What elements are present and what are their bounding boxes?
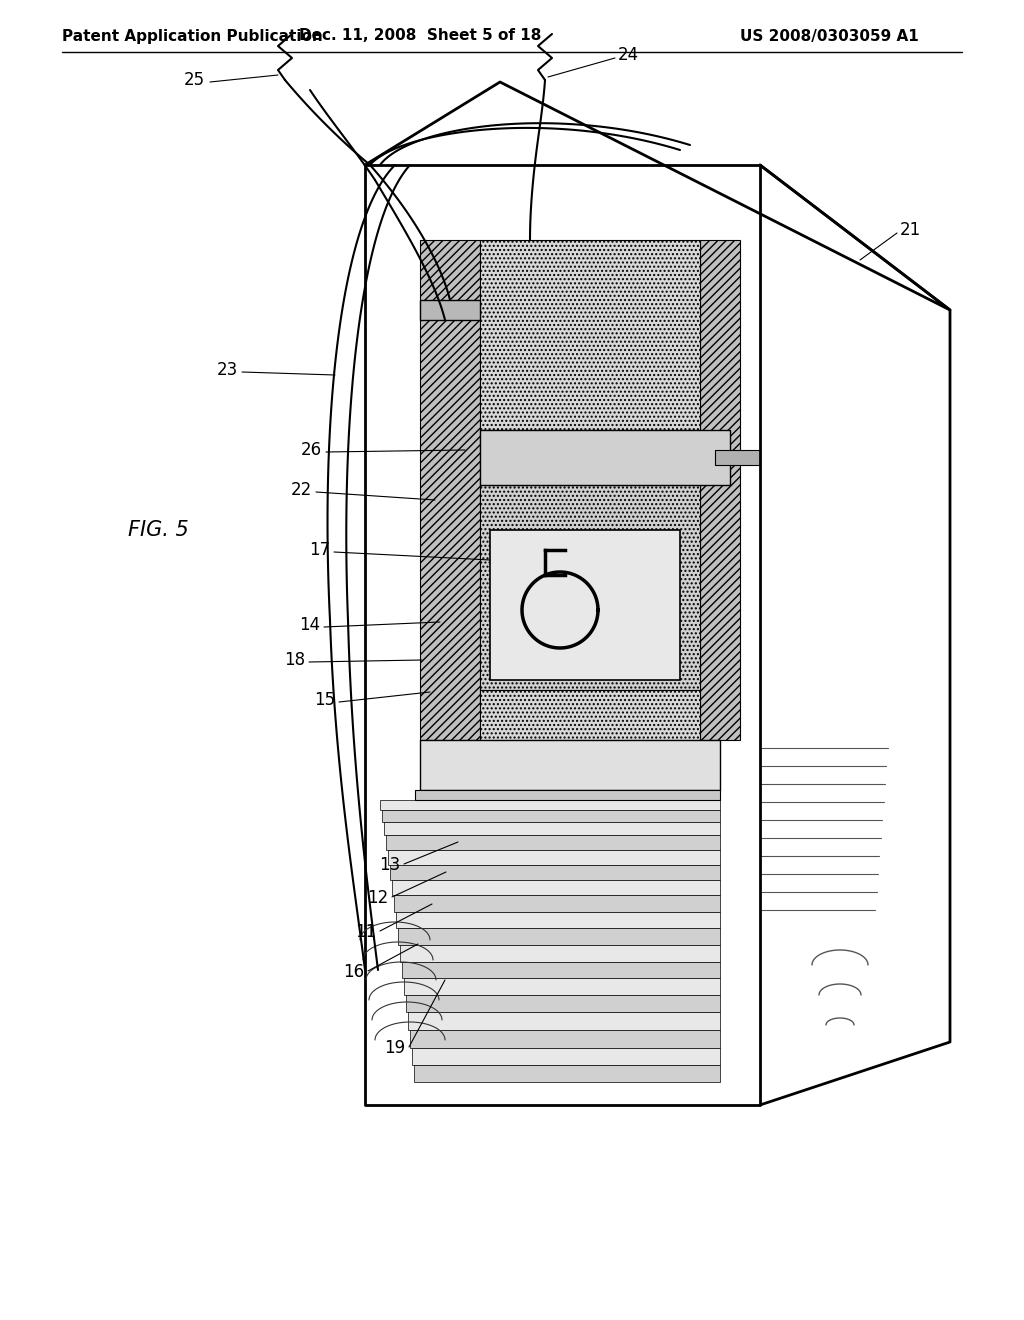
Polygon shape [490,531,680,680]
Polygon shape [392,880,720,895]
Polygon shape [480,430,730,484]
Text: 26: 26 [301,441,322,459]
Text: 22: 22 [291,480,312,499]
Polygon shape [384,822,720,836]
Polygon shape [408,1012,720,1030]
Text: 21: 21 [900,220,922,239]
Polygon shape [420,741,720,789]
Text: FIG. 5: FIG. 5 [128,520,188,540]
Text: 17: 17 [309,541,330,558]
Text: 14: 14 [299,616,319,634]
Text: US 2008/0303059 A1: US 2008/0303059 A1 [740,29,919,44]
Text: 25: 25 [184,71,205,88]
Text: Patent Application Publication: Patent Application Publication [62,29,323,44]
Text: 16: 16 [343,964,364,981]
Text: 23: 23 [217,360,238,379]
Text: 13: 13 [379,855,400,874]
Polygon shape [410,1030,720,1048]
Polygon shape [382,810,720,822]
Polygon shape [415,789,720,800]
Polygon shape [400,945,720,962]
Polygon shape [480,240,700,430]
Polygon shape [420,300,480,319]
Text: Dec. 11, 2008  Sheet 5 of 18: Dec. 11, 2008 Sheet 5 of 18 [299,29,542,44]
Text: 18: 18 [284,651,305,669]
Polygon shape [700,240,740,741]
Text: 19: 19 [384,1039,406,1057]
Text: 15: 15 [314,690,335,709]
Polygon shape [390,865,720,880]
Polygon shape [388,850,720,865]
Polygon shape [365,165,760,1105]
Polygon shape [398,928,720,945]
Polygon shape [394,895,720,912]
Text: 24: 24 [618,46,639,63]
Polygon shape [396,912,720,928]
Polygon shape [412,1048,720,1065]
Polygon shape [365,165,760,1105]
Polygon shape [715,450,760,465]
Text: 11: 11 [354,923,376,941]
Polygon shape [380,800,720,810]
Polygon shape [480,484,700,690]
Polygon shape [480,690,700,741]
Polygon shape [406,995,720,1012]
Polygon shape [404,978,720,995]
Polygon shape [420,240,480,741]
Polygon shape [386,836,720,850]
Polygon shape [414,1065,720,1082]
Polygon shape [402,962,720,978]
Polygon shape [760,165,950,1105]
Text: 12: 12 [367,888,388,907]
Polygon shape [365,82,950,310]
